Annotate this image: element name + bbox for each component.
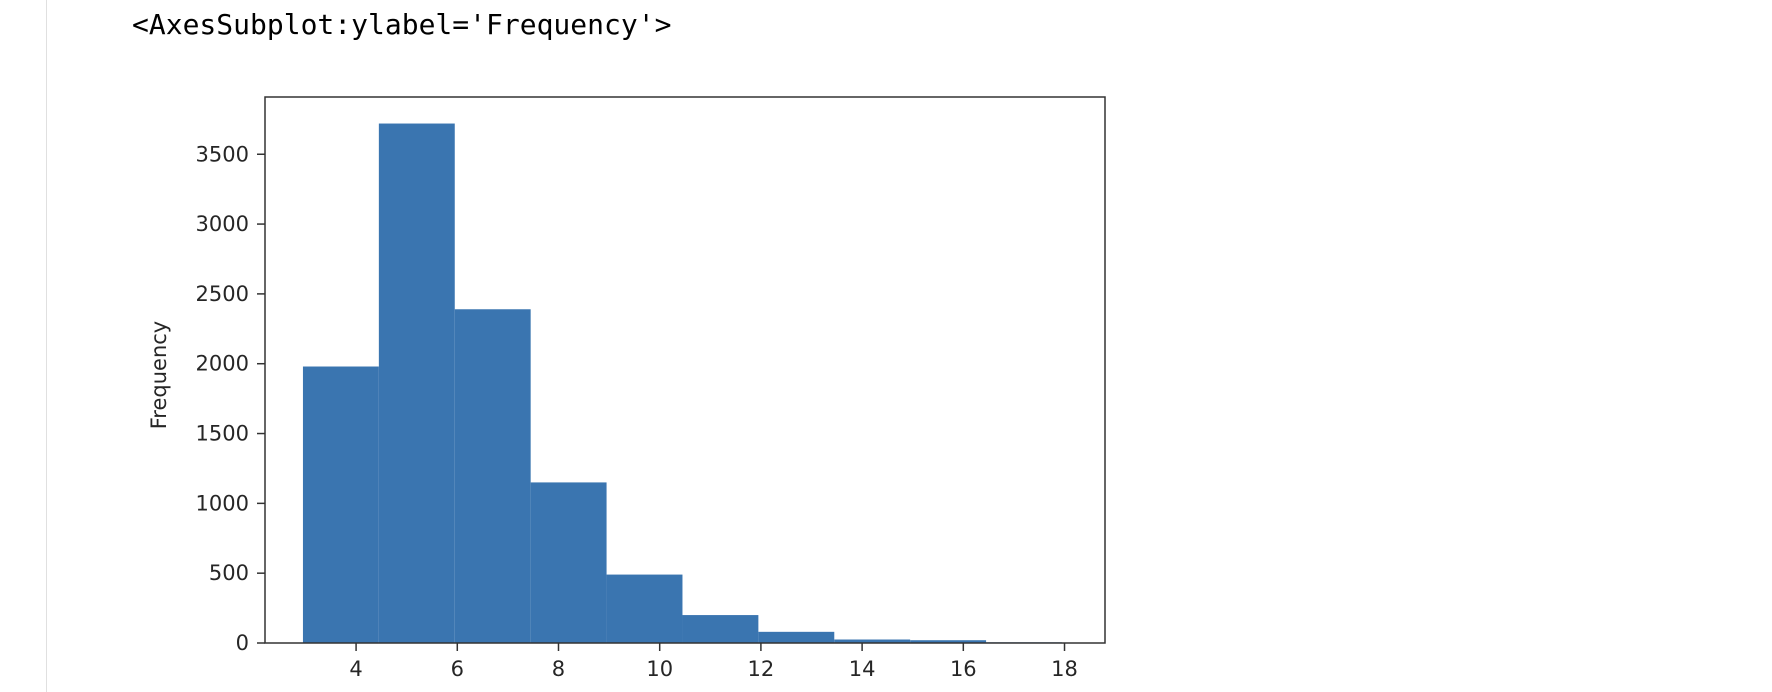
cell-output-text: <AxesSubplot:ylabel='Frequency'> [132, 8, 672, 41]
histogram-bar-5 [606, 574, 683, 643]
x-tick-label: 10 [646, 657, 673, 681]
y-tick-label: 2500 [196, 282, 249, 306]
histogram-bar-2 [378, 123, 455, 643]
x-tick-label: 4 [349, 657, 362, 681]
histogram-bar-7 [758, 631, 835, 643]
x-tick-label: 6 [451, 657, 464, 681]
bars-group [302, 123, 1062, 643]
histogram-bar-4 [530, 482, 607, 643]
x-tick-label: 18 [1051, 657, 1078, 681]
y-tick-label: 3000 [196, 212, 249, 236]
y-tick-label: 500 [209, 561, 249, 585]
y-ticks-group: 0 500 1000 1500 2000 2500 3000 3500 [196, 142, 265, 655]
y-tick-label: 0 [236, 631, 249, 655]
x-tick-label: 14 [849, 657, 876, 681]
x-tick-label: 12 [748, 657, 775, 681]
histogram-bar-3 [454, 309, 531, 643]
y-tick-label: 2000 [196, 352, 249, 376]
histogram-bar-8 [834, 639, 911, 643]
histogram-bar-6 [682, 615, 759, 643]
histogram-bar-9 [910, 640, 987, 643]
histogram-bar-1 [302, 366, 379, 643]
x-tick-label: 16 [950, 657, 977, 681]
x-ticks-group: 4 6 8 10 12 14 16 18 [349, 643, 1078, 681]
x-tick-label: 8 [552, 657, 565, 681]
y-tick-label: 3500 [196, 142, 249, 166]
y-tick-label: 1500 [196, 422, 249, 446]
y-axis-label: Frequency [147, 321, 171, 430]
axes-frame [264, 96, 1106, 644]
y-tick-label: 1000 [196, 491, 249, 515]
cell-gutter [0, 0, 47, 692]
